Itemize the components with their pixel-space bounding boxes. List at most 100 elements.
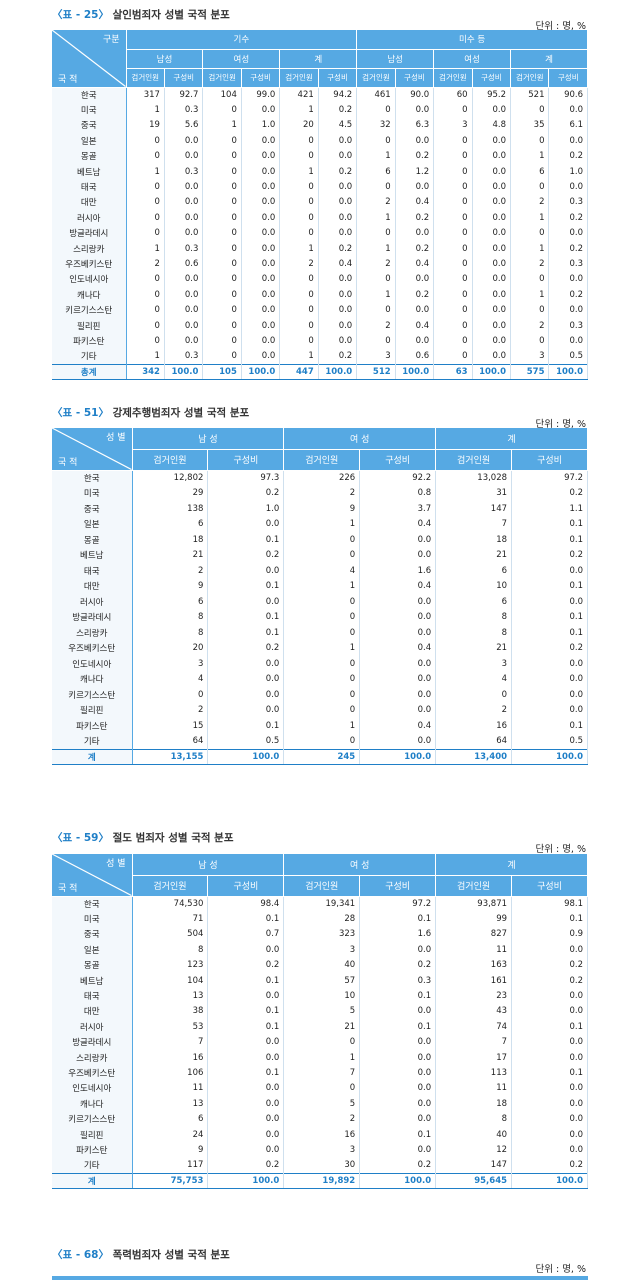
- table-cell: 0.1: [359, 911, 437, 927]
- row-label: 필리핀: [52, 1126, 133, 1143]
- table-cell: 74,530: [132, 896, 209, 912]
- table-cell: 0.0: [241, 225, 281, 241]
- table-row: 인도네시아 3 0.0 0 0.0 3 0.0: [52, 656, 588, 672]
- table-25-section: 〈표 - 25〉 살인범죄자 성별 국적 분포 단위 : 명, % 구분 국 적…: [0, 0, 640, 400]
- table-cell: 0.0: [548, 333, 588, 349]
- row-label: 방글라데시: [52, 225, 127, 241]
- table-cell: 0.3: [548, 256, 588, 272]
- table-cell: 461: [356, 87, 396, 103]
- table-cell: 0: [433, 333, 473, 349]
- table-cell: 18: [132, 532, 209, 548]
- row-label: 캐나다: [52, 671, 133, 687]
- table-cell: 100.0: [395, 363, 435, 380]
- row-label: 중국: [52, 117, 127, 134]
- table-cell: 10: [435, 578, 513, 594]
- table-cell: 94.2: [318, 87, 358, 103]
- table-cell: 100.0: [511, 1172, 588, 1189]
- table-cell: 1: [126, 240, 165, 257]
- table-cell: 1: [510, 287, 550, 303]
- table-cell: 323: [283, 926, 361, 943]
- subgroup-header: 여성: [433, 49, 512, 69]
- table-cell: 6.1: [548, 117, 588, 134]
- row-label: 대만: [52, 1003, 133, 1020]
- row-label: 스리랑카: [52, 240, 127, 257]
- row-label: 미국: [52, 485, 133, 501]
- table-59-section: 〈표 - 59〉 절도 범죄자 성별 국적 분포 단위 : 명, % 성 별 국…: [0, 826, 640, 1206]
- table-cell: 0: [279, 302, 319, 318]
- corner-bottom-label: 국 적: [58, 883, 78, 894]
- table-cell: 9: [132, 578, 209, 594]
- table-51-caption: 〈표 - 51〉 강제추행범죄자 성별 국적 분포: [52, 405, 249, 420]
- table-cell: 31: [435, 485, 513, 501]
- row-label: 기타: [52, 348, 127, 365]
- table-cell: 0.0: [548, 271, 588, 288]
- table-cell: 0.0: [472, 333, 512, 349]
- table-cell: 0.0: [318, 317, 358, 334]
- table-cell: 0.2: [548, 210, 588, 226]
- table-row: 미국 29 0.2 2 0.8 31 0.2: [52, 485, 588, 501]
- row-label: 스리랑카: [52, 625, 133, 641]
- table-cell: 0: [202, 133, 242, 149]
- table-cell: 0.1: [511, 578, 588, 594]
- column-header: 검거인원: [356, 68, 396, 88]
- table-cell: 0: [433, 317, 473, 334]
- table-cell: 64: [435, 733, 513, 749]
- table-cell: 30: [283, 1157, 361, 1174]
- table-row: 베트남 104 0.1 57 0.3 161 0.2: [52, 972, 588, 989]
- table-cell: 100.0: [548, 363, 588, 380]
- table-corner: 구분 국 적: [52, 30, 127, 88]
- table-cell: 98.4: [207, 896, 285, 912]
- table-cell: 100.0: [359, 748, 437, 765]
- table-cell: 0: [283, 625, 361, 641]
- column-header: 검거인원: [283, 449, 361, 471]
- table-cell: 4: [435, 671, 513, 687]
- group-header: 남 성: [132, 854, 285, 876]
- table-cell: 1: [283, 718, 361, 734]
- table-cell: 0.1: [359, 988, 437, 1004]
- table-cell: 0.0: [472, 163, 512, 180]
- table-cell: 0.0: [359, 532, 437, 548]
- table-row: 러시아 6 0.0 0 0.0 6 0.0: [52, 594, 588, 610]
- column-header: 검거인원: [132, 875, 209, 897]
- table-cell: 0.0: [472, 133, 512, 149]
- table-cell: 0: [433, 194, 473, 211]
- table-cell: 3: [510, 348, 550, 365]
- table-cell: 0.0: [164, 271, 204, 288]
- table-row: 필리핀 2 0.0 0 0.0 2 0.0: [52, 702, 588, 718]
- table-cell: 521: [510, 87, 550, 103]
- row-label: 총계: [52, 363, 127, 380]
- subgroup-header: 여성: [202, 49, 281, 69]
- table-cell: 0: [279, 333, 319, 349]
- table-cell: 3: [433, 117, 473, 134]
- table-cell: 0.1: [207, 609, 285, 625]
- table-cell: 7: [435, 516, 513, 532]
- table-cell: 0: [279, 148, 319, 164]
- table-cell: 0.2: [511, 485, 588, 501]
- table-cell: 100.0: [511, 748, 588, 765]
- table-cell: 0: [202, 163, 242, 180]
- table-cell: 21: [132, 547, 209, 563]
- table-cell: 0: [126, 287, 165, 303]
- table-cell: 11: [435, 1080, 513, 1097]
- group-header: 미수 등: [356, 30, 588, 50]
- table-cell: 1: [279, 102, 319, 118]
- table-cell: 100.0: [164, 363, 204, 380]
- table-cell: 28: [283, 911, 361, 927]
- table-cell: 100.0: [241, 363, 281, 380]
- table-cell: 3: [435, 656, 513, 672]
- table-cell: 0: [202, 225, 242, 241]
- table-cell: 0.0: [359, 1142, 437, 1158]
- table-title: 절도 범죄자 성별 국적 분포: [112, 832, 234, 844]
- subgroup-header: 남성: [356, 49, 435, 69]
- table-row: 일본 0 0.0 0 0.0 0 0.0 0 0.0 0 0.0 0 0.0: [52, 133, 588, 149]
- table-cell: 0.0: [472, 179, 512, 195]
- table-cell: 0.4: [395, 317, 435, 334]
- table-cell: 0: [283, 609, 361, 625]
- column-header: 검거인원: [510, 68, 550, 88]
- table-cell: 504: [132, 926, 209, 943]
- table-cell: 6: [356, 163, 396, 180]
- table-cell: 0.2: [511, 1157, 588, 1174]
- table-cell: 0: [279, 287, 319, 303]
- table-cell: 1.0: [207, 501, 285, 517]
- table-cell: 90.6: [548, 87, 588, 103]
